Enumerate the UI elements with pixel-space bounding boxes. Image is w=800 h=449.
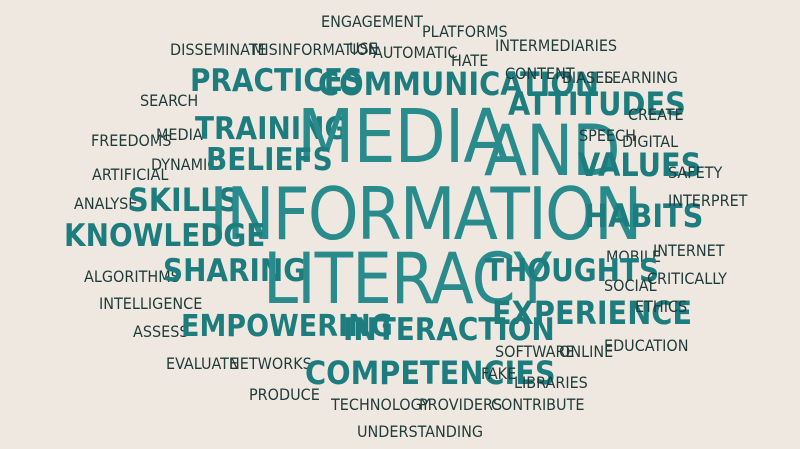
word-media: MEDIA <box>297 94 509 180</box>
word-assess: ASSESS <box>133 322 189 341</box>
word-disseminate: DISSEMINATE <box>170 40 267 59</box>
word-intermediaries: INTERMEDIARIES <box>495 36 618 55</box>
word-information: INFORMATION <box>209 172 642 256</box>
word-knowledge: KNOWLEDGE <box>64 218 266 254</box>
word-content: CONTENT <box>505 64 575 83</box>
word-online: ONLINE <box>559 342 614 361</box>
word-interaction: INTERACTION <box>343 312 555 348</box>
word-misinformation: MISINFORMATION <box>252 40 379 59</box>
word-algorithms: ALGORITHMS <box>84 267 180 286</box>
word-education: EDUCATION <box>604 336 689 355</box>
word-technology: TECHNOLOGY <box>331 395 430 414</box>
word-attitudes: ATTITUDES <box>508 85 686 123</box>
word-software: SOFTWARE <box>495 342 575 361</box>
word-search: SEARCH <box>140 91 199 110</box>
word-produce: PRODUCE <box>249 385 320 404</box>
word-internet: INTERNET <box>653 241 725 260</box>
word-and: AND <box>484 110 621 192</box>
word-social: SOCIAL <box>604 276 657 295</box>
word-literacy: LITERACY <box>263 238 552 320</box>
word-hate: HATE <box>451 51 489 70</box>
word-interpret: INTERPRET <box>668 191 748 210</box>
word-beliefs: BELIEFS <box>206 142 333 178</box>
word-networks: NETWORKS <box>229 354 312 373</box>
word-media-small: MEDIA <box>156 125 203 144</box>
word-understanding: UNDERSTANDING <box>357 422 484 441</box>
word-habits: HABITS <box>584 197 704 235</box>
word-artificial: ARTIFICIAL <box>92 165 169 184</box>
word-skills: SKILLS <box>128 181 240 219</box>
word-practices: PRACTICES <box>190 63 363 99</box>
word-engagement: ENGAGEMENT <box>321 12 423 31</box>
word-libraries: LIBRARIES <box>514 373 588 392</box>
word-competencies: COMPETENCIES <box>305 354 556 392</box>
word-training: TRAINING <box>195 111 348 147</box>
word-experience: EXPERIENCE <box>492 294 693 332</box>
word-communication: COMMUNICATION <box>318 65 599 103</box>
word-providers: PROVIDERS <box>419 395 503 414</box>
word-safety: SAFETY <box>668 163 723 182</box>
word-digital: DIGITAL <box>622 132 679 151</box>
word-create: CREATE <box>628 105 684 124</box>
word-ethics: ETHICS <box>635 297 688 316</box>
word-freedoms: FREEDOMS <box>91 131 172 150</box>
word-intelligence: INTELLIGENCE <box>99 294 203 313</box>
word-use: USE <box>349 39 378 58</box>
word-dynamic: DYNAMIC <box>151 155 218 174</box>
word-evaluate: EVALUATE <box>166 354 238 373</box>
word-automatic: AUTOMATIC <box>373 43 458 62</box>
word-analyse: ANALYSE <box>74 194 138 213</box>
word-biases: BIASES <box>562 68 614 87</box>
word-values: VALUES <box>578 146 702 184</box>
word-platforms: PLATFORMS <box>422 22 508 41</box>
word-mobile: MOBILE <box>606 247 661 266</box>
word-contribute: CONTRIBUTE <box>491 395 585 414</box>
word-critically: CRITICALLY <box>647 269 727 288</box>
word-sharing: SHARING <box>163 253 307 289</box>
word-learning: LEARNING <box>604 68 678 87</box>
word-empowering: EMPOWERING <box>181 309 393 344</box>
word-speech: SPEECH <box>579 126 636 145</box>
word-fake: FAKE <box>481 364 517 383</box>
word-thoughts: THOUGHTS <box>485 253 660 289</box>
